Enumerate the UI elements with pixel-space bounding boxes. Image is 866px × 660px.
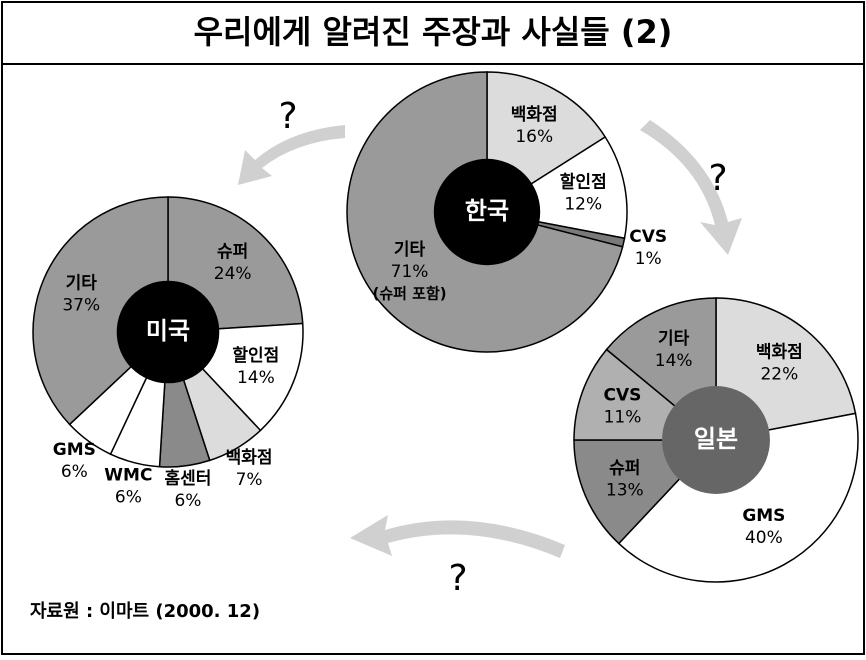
source: 자료원 : 이마트 (2000. 12) (30, 601, 260, 622)
slice-value: 24% (214, 264, 252, 284)
slice-category: 백화점 (756, 342, 803, 362)
slice-value: 14% (655, 351, 693, 371)
slice-value: 11% (604, 407, 642, 427)
slice-category: 기타 (66, 273, 98, 293)
question-mark: ? (708, 158, 727, 199)
slice-category: GMS (53, 440, 96, 460)
slice-value: 13% (606, 480, 644, 500)
slice-category: CVS (604, 385, 642, 405)
slice-category: 할인점 (560, 173, 607, 193)
slice-value: 40% (745, 528, 783, 548)
slice-category: CVS (629, 227, 667, 247)
pie-center (662, 386, 770, 494)
slice-value: 14% (237, 368, 275, 388)
slice-value: 6% (115, 487, 142, 507)
slice-value: 22% (760, 364, 798, 384)
slice-category: GMS (742, 506, 785, 526)
pie-title: 한국 (465, 197, 509, 225)
pie-slice (617, 412, 859, 583)
arrows (238, 120, 742, 558)
slice-category: 슈퍼 (217, 242, 248, 262)
slice-category: 기타 (658, 329, 690, 349)
pie-center (433, 158, 541, 266)
slice-value: 37% (62, 295, 100, 315)
slice-category: 슈퍼 (609, 458, 640, 478)
pie-title: 일본 (694, 425, 738, 453)
slice-value: 6% (174, 491, 201, 511)
slice-value: 16% (515, 127, 553, 147)
slice-category: 백화점 (511, 105, 558, 125)
pie-title: 미국 (146, 317, 190, 345)
slice-category: 할인점 (232, 346, 279, 366)
slice-value: 71% (391, 262, 429, 282)
pie-slice (32, 196, 169, 426)
slice-value: 12% (564, 195, 602, 215)
slice-value: 1% (635, 249, 662, 269)
slice-category: 기타 (394, 240, 426, 260)
slice-category: WMC (104, 465, 152, 485)
slice-value: 7% (236, 470, 263, 490)
slide-title: 우리에게 알려진 주장과 사실들 (2) (194, 13, 673, 51)
slice-category: 홈센터 (165, 468, 212, 489)
slice-note: (슈퍼 포함) (372, 285, 446, 303)
slice-category: 백화점 (226, 448, 273, 468)
pie-center (116, 280, 220, 384)
slice-value: 6% (61, 462, 88, 482)
question-mark: ? (448, 558, 467, 599)
question-mark: ? (278, 96, 297, 137)
